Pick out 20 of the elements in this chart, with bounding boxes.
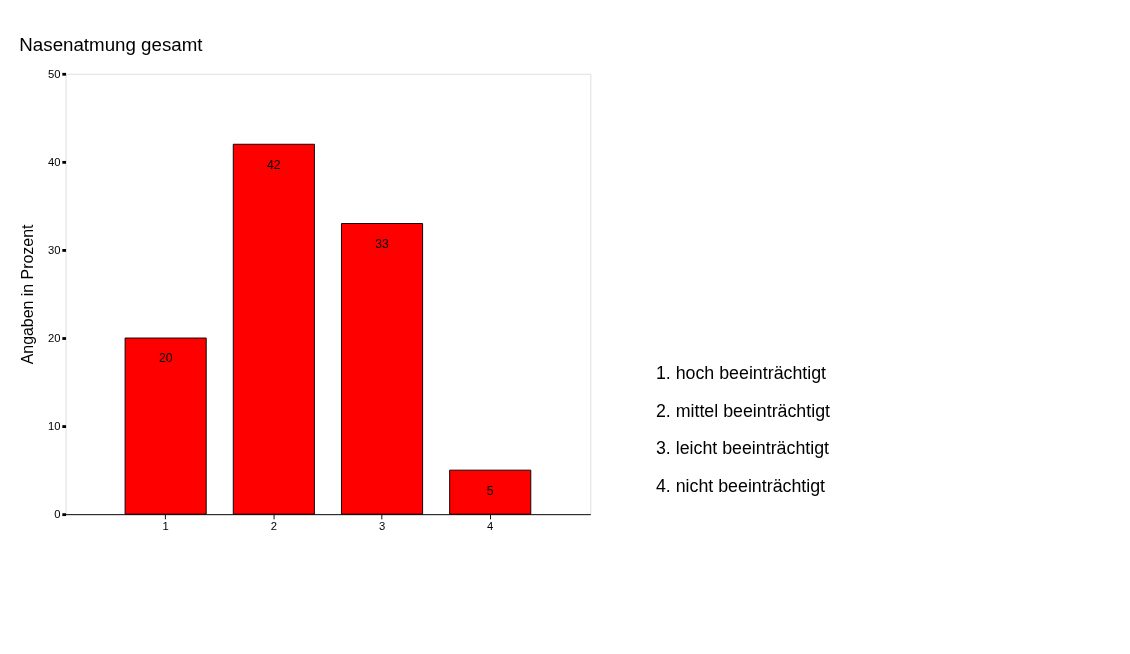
y-tick-label: 10 — [47, 420, 61, 433]
x-tick-label: 3 — [378, 519, 386, 532]
data-label: 33 — [375, 236, 390, 251]
data-label: 5 — [486, 483, 494, 498]
chart-title: Nasenatmung gesamt — [19, 34, 204, 56]
text: 2. mittel beeinträchtigt — [655, 400, 831, 421]
x-tick-label: 1 — [162, 519, 169, 532]
data-label: 20 — [158, 351, 173, 366]
y-axis-title: Angaben in Prozent — [18, 224, 36, 365]
data-label: 42 — [267, 157, 281, 172]
y-tick-label: 0 — [54, 508, 61, 521]
x-tick-label: 2 — [270, 519, 277, 532]
y-tick-label: 20 — [47, 332, 61, 345]
y-tick-label: 40 — [47, 156, 61, 169]
text: 4. nicht beeinträchtigt — [655, 475, 826, 496]
text: 1. hoch beeinträchtigt — [655, 363, 827, 384]
x-tick-label: 4 — [487, 519, 494, 532]
text: 3. leicht beeinträchtigt — [655, 438, 830, 459]
y-tick-label: 30 — [47, 244, 61, 257]
y-tick-label: 50 — [47, 68, 61, 81]
